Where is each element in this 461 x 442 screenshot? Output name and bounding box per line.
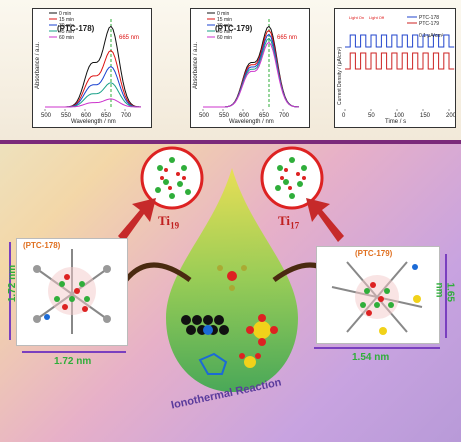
series-line bbox=[45, 49, 142, 108]
x-tick-label: 500 bbox=[199, 113, 210, 119]
x-tick-label: 200 bbox=[446, 113, 455, 119]
legend-label: 30 min bbox=[217, 23, 232, 29]
ti19-label: Ti19 bbox=[158, 213, 179, 231]
ptc178-label: (PTC-178) bbox=[23, 241, 61, 250]
x-tick-label: 550 bbox=[61, 113, 72, 119]
arrow-right-up bbox=[306, 198, 344, 242]
y-axis-label: Absorbance / a.u. bbox=[193, 42, 199, 89]
ptc179-width-label: 1.54 nm bbox=[352, 352, 390, 363]
x-axis-label: Wavelength / nm bbox=[229, 119, 274, 125]
annotation-light-on: Light On bbox=[349, 15, 364, 20]
uv-vis-chart-ptc178: 500 550 600 650 700 Wavelength / nm Absorbance… bbox=[32, 8, 152, 128]
chart-title: (PTC-179) bbox=[215, 24, 253, 33]
ionic-liquid-molecules bbox=[181, 265, 278, 375]
ti17-sub: 17 bbox=[290, 220, 300, 231]
chart-title: (PTC-178) bbox=[57, 24, 95, 33]
x-tick-label: 600 bbox=[81, 113, 92, 119]
x-tick-label: 700 bbox=[121, 113, 132, 119]
peak-label: 665 nm bbox=[277, 35, 297, 41]
legend-label: 60 min bbox=[217, 35, 232, 41]
series-line bbox=[203, 41, 300, 108]
y-axis-label: Absorbance / a.u. bbox=[35, 42, 41, 89]
x-tick-label: 700 bbox=[279, 113, 290, 119]
legend-label: 15 min bbox=[59, 17, 74, 23]
ti19-text: Ti bbox=[158, 213, 171, 228]
ptc179-label: (PTC-179) bbox=[355, 249, 393, 258]
ptc179-molecule bbox=[331, 261, 423, 335]
chart2-svg: 500 550 600 650 700 Wavelength / nm Absorbance… bbox=[193, 11, 300, 125]
legend-label: PTC-178 bbox=[419, 15, 439, 21]
curve-arrow-left bbox=[124, 262, 192, 283]
ptc178-width-label: 1.72 nm bbox=[54, 356, 92, 367]
x-tick-label: 150 bbox=[420, 113, 431, 119]
x-tick-label: 650 bbox=[259, 113, 270, 119]
ionothermal-reaction-label: Ionothermal Reaction bbox=[169, 376, 283, 412]
legend-label: 0 min bbox=[59, 11, 71, 17]
legend-label: 45 min bbox=[217, 29, 232, 35]
y-axis-label: Current Density / (μA/cm²) bbox=[337, 46, 343, 105]
legend-label: PTC-179 bbox=[419, 21, 439, 27]
series-line bbox=[45, 66, 142, 108]
reaction-droplet bbox=[166, 168, 298, 392]
x-tick-label: 100 bbox=[394, 113, 405, 119]
legend-label: 45 min bbox=[59, 29, 74, 35]
ti19-cluster bbox=[140, 146, 204, 210]
x-tick-label: 550 bbox=[219, 113, 230, 119]
spectra-panel: 500 550 600 650 700 Wavelength / nm Absorbance… bbox=[0, 0, 461, 144]
x-axis-label: Time / s bbox=[385, 119, 406, 125]
ptc178-structure: (PTC-178) bbox=[16, 238, 128, 346]
legend-label: 15 min bbox=[217, 17, 232, 23]
series-line bbox=[345, 34, 455, 48]
x-tick-label: 0 bbox=[342, 113, 346, 119]
series-line bbox=[345, 52, 455, 70]
x-tick-label: 600 bbox=[239, 113, 250, 119]
ptc178-height-label: 1.72 nm bbox=[7, 264, 19, 303]
annotation-light-off: Light Off bbox=[369, 15, 385, 20]
chart3-svg: 0 50 100 150 200 Time / s Current Density / (μ… bbox=[337, 15, 455, 125]
photocurrent-chart: 0 50 100 150 200 Time / s Current Density / (μ… bbox=[334, 8, 456, 128]
ptc179-structure: (PTC-179) bbox=[316, 246, 440, 344]
ti19-sub: 19 bbox=[170, 220, 180, 231]
chart1-svg: 500 550 600 650 700 Wavelength / nm Absorbance… bbox=[35, 11, 142, 125]
arrow-left-up bbox=[118, 198, 156, 242]
annotation-scale: 0.1 μA/cm² bbox=[419, 33, 444, 39]
ti17-label: Ti17 bbox=[278, 213, 299, 231]
x-axis-label: Wavelength / nm bbox=[71, 119, 116, 125]
ptc178-molecule bbox=[33, 249, 111, 334]
legend-label: 30 min bbox=[59, 23, 74, 29]
ptc179-height-label: 1.65 nm bbox=[433, 282, 456, 302]
legend-label: 60 min bbox=[59, 35, 74, 41]
x-tick-label: 500 bbox=[41, 113, 52, 119]
ti17-cluster bbox=[260, 146, 324, 210]
legend-label: 0 min bbox=[217, 11, 229, 17]
ti17-text: Ti bbox=[278, 213, 291, 228]
x-tick-label: 650 bbox=[101, 113, 112, 119]
x-tick-label: 50 bbox=[368, 113, 375, 119]
series-line bbox=[45, 98, 141, 108]
uv-vis-chart-ptc179: 500 550 600 650 700 Wavelength / nm Absorbance… bbox=[190, 8, 310, 128]
peak-label: 665 nm bbox=[119, 35, 139, 41]
